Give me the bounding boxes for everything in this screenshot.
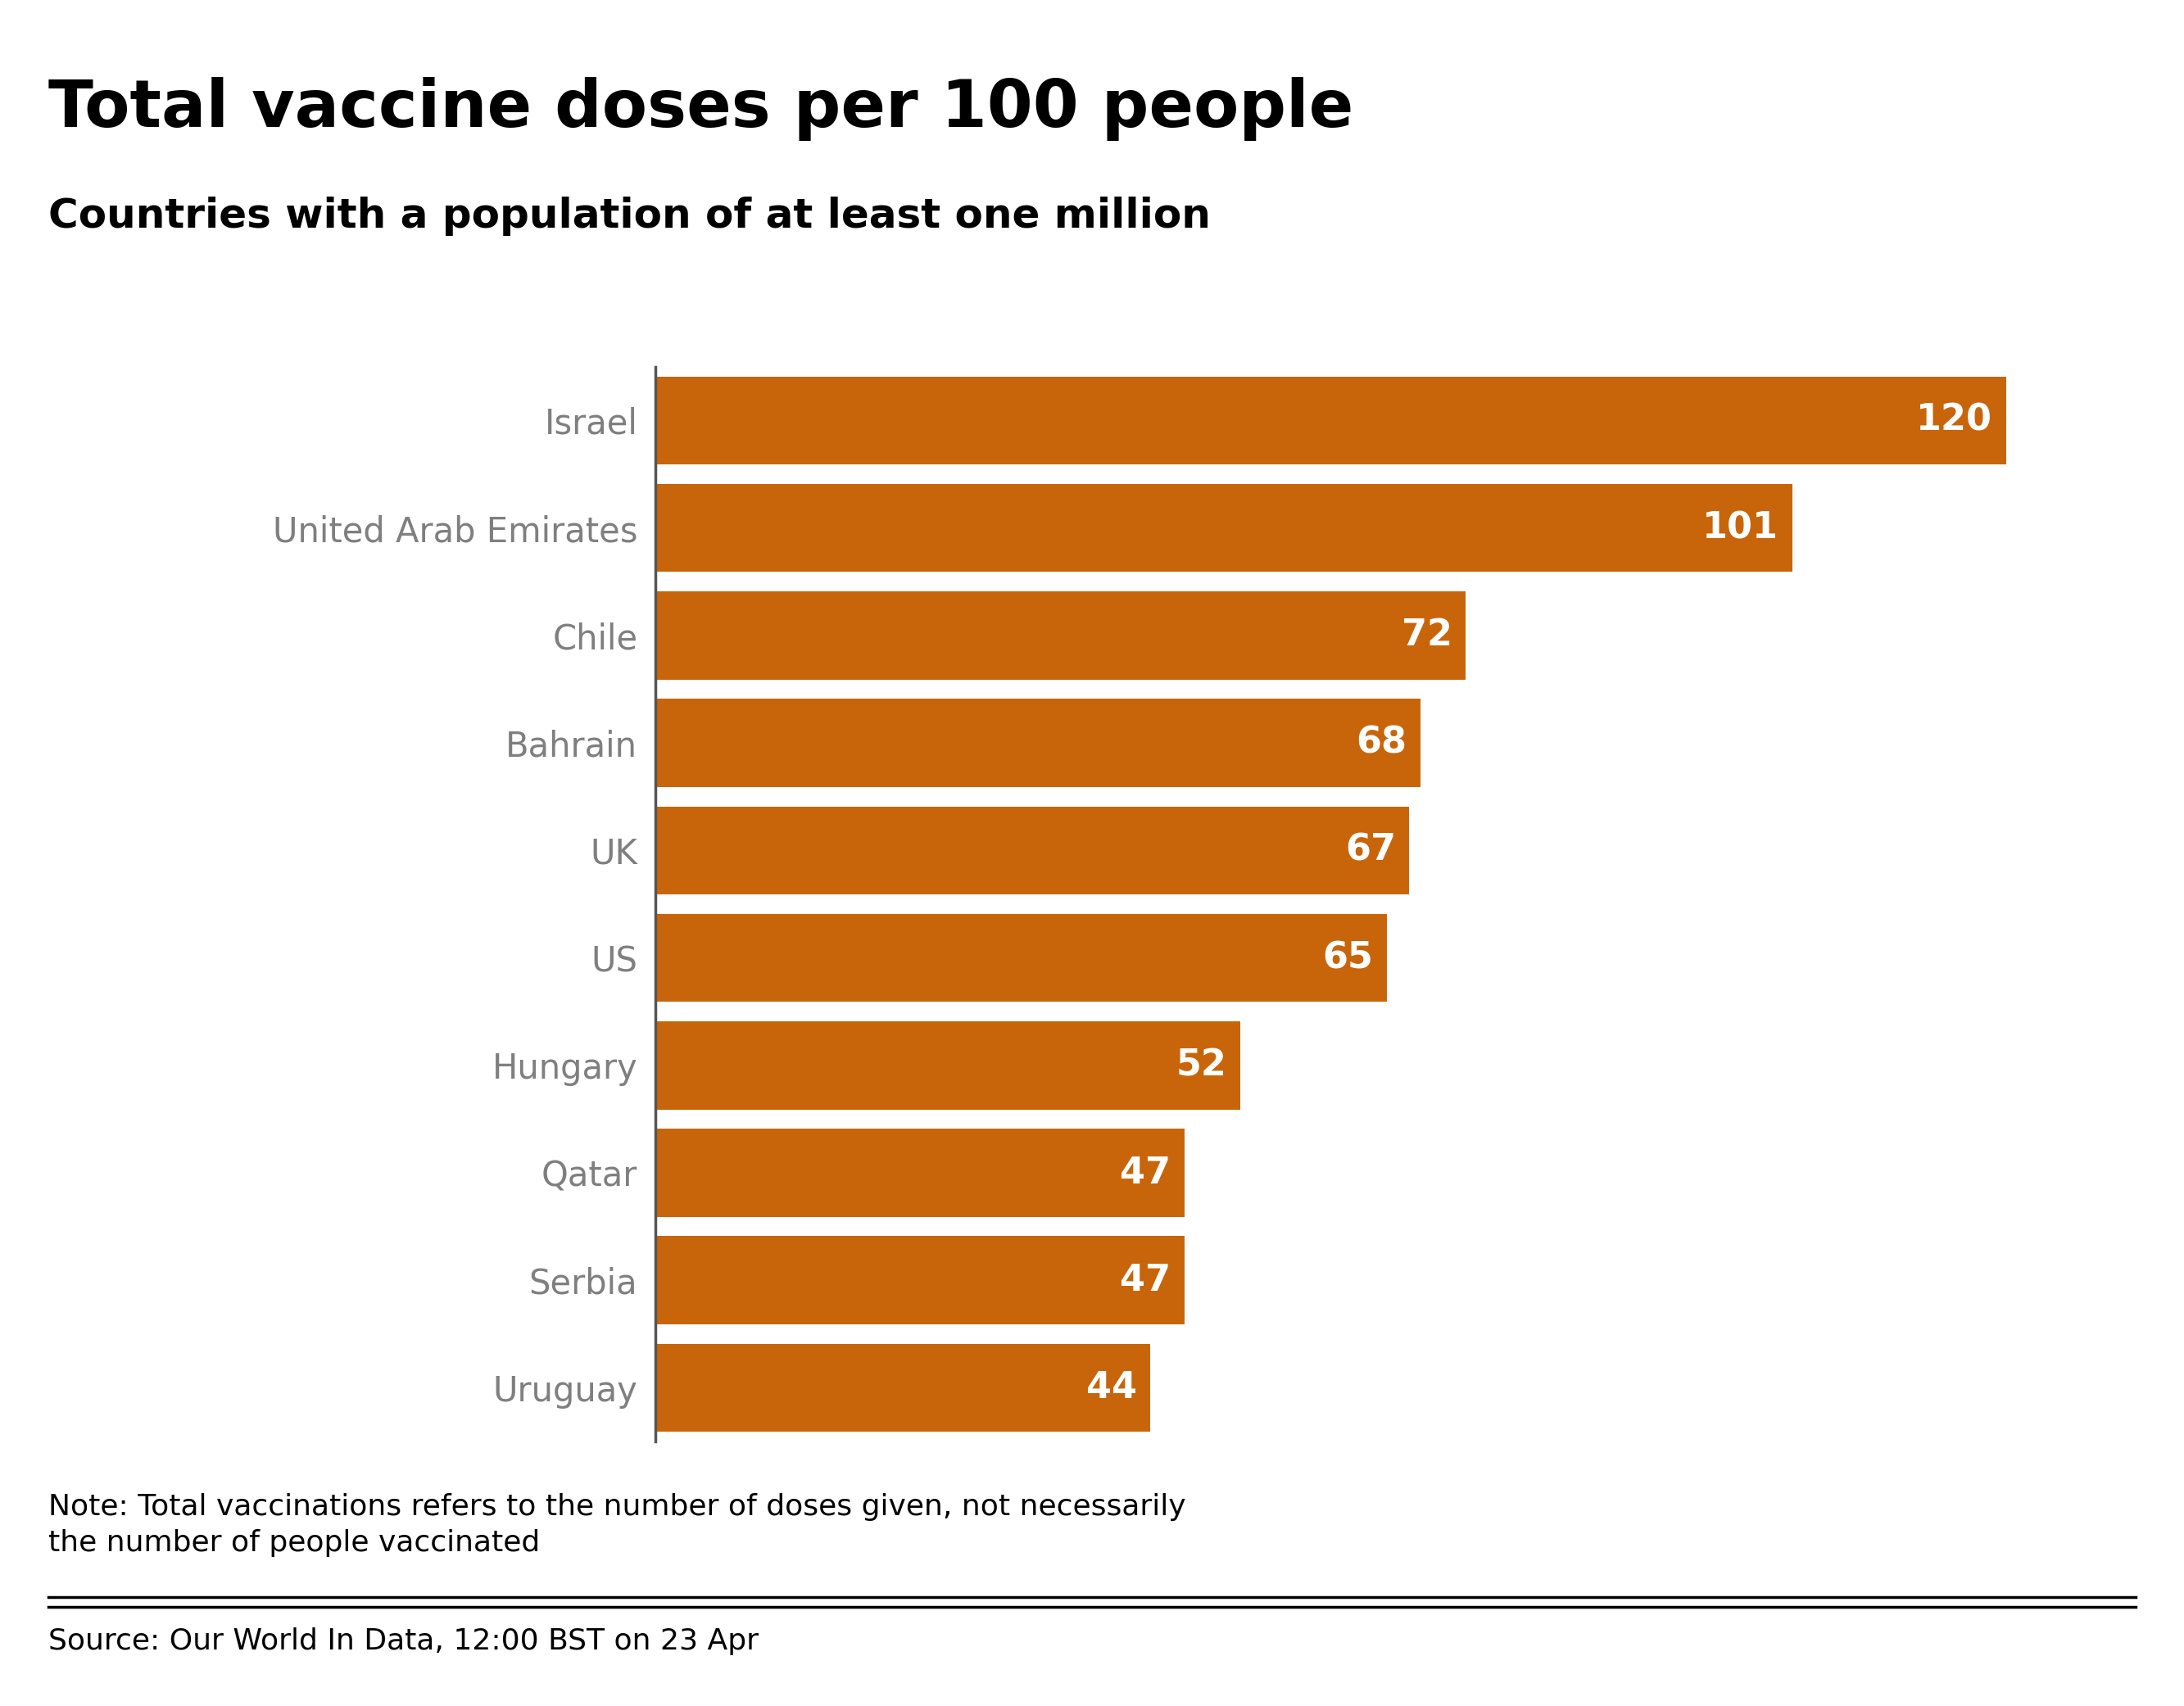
Text: 72: 72 [1402, 618, 1452, 653]
Text: BBC: BBC [1981, 1633, 2073, 1667]
Bar [655, 1129, 1184, 1216]
Bar [655, 377, 2005, 464]
Text: 65: 65 [1324, 940, 1374, 976]
Text: 47: 47 [1120, 1155, 1171, 1191]
Bar [655, 1237, 1184, 1324]
Bar [655, 914, 1387, 1001]
Bar [655, 1022, 1241, 1109]
Text: Countries with a population of at least one million: Countries with a population of at least … [48, 196, 1210, 235]
Bar [655, 699, 1420, 786]
Bar [655, 1344, 1151, 1431]
Text: 101: 101 [1701, 510, 1778, 546]
Text: Source: Our World In Data, 12:00 BST on 23 Apr: Source: Our World In Data, 12:00 BST on … [48, 1628, 758, 1655]
Bar [655, 807, 1409, 894]
Text: 44: 44 [1085, 1370, 1138, 1406]
Bar [655, 592, 1465, 679]
Bar [655, 485, 1793, 572]
Text: 52: 52 [1177, 1047, 1227, 1083]
Text: Total vaccine doses per 100 people: Total vaccine doses per 100 people [48, 77, 1354, 140]
Text: 120: 120 [1915, 403, 1992, 438]
Text: 47: 47 [1120, 1262, 1171, 1298]
Text: Note: Total vaccinations refers to the number of doses given, not necessarily
th: Note: Total vaccinations refers to the n… [48, 1493, 1186, 1558]
Text: 68: 68 [1356, 725, 1406, 761]
Text: 67: 67 [1345, 833, 1396, 868]
